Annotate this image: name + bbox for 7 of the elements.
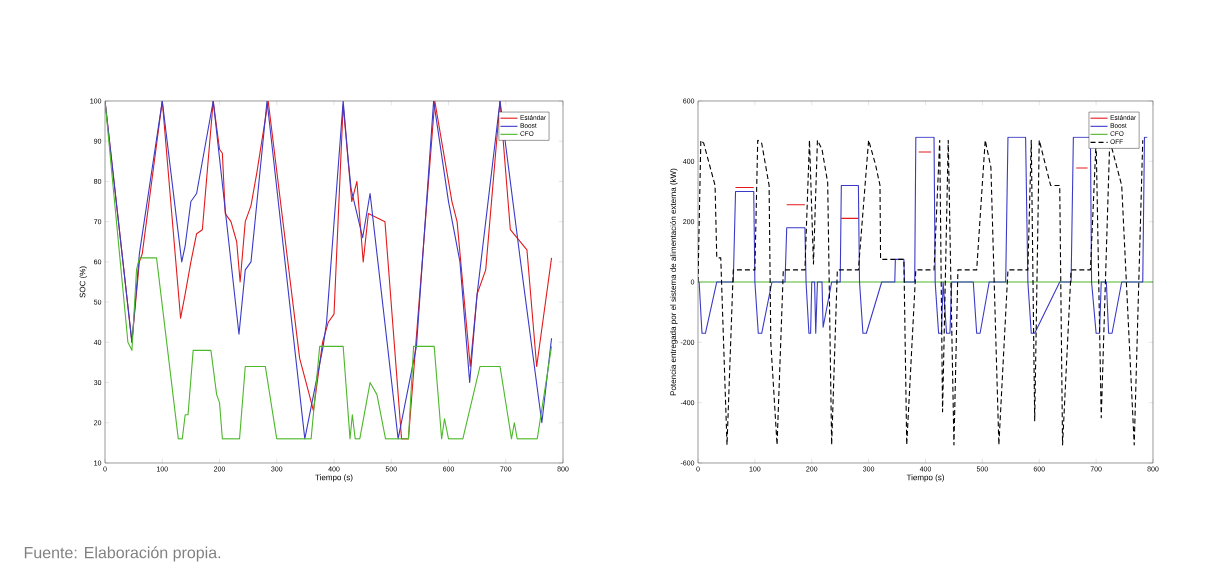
x-axis-title: Tiempo (s) <box>315 474 353 482</box>
y-axis-title: SOC (%) <box>79 266 87 298</box>
x-axis-title: Tiempo (s) <box>906 474 944 482</box>
source-note: Fuente: Elaboración propia. <box>24 546 221 562</box>
line-series <box>698 136 1148 334</box>
line-series <box>105 100 553 440</box>
y-axis-title: Potencia entregada por el sistema de alimentación externa (kW) <box>670 168 678 396</box>
